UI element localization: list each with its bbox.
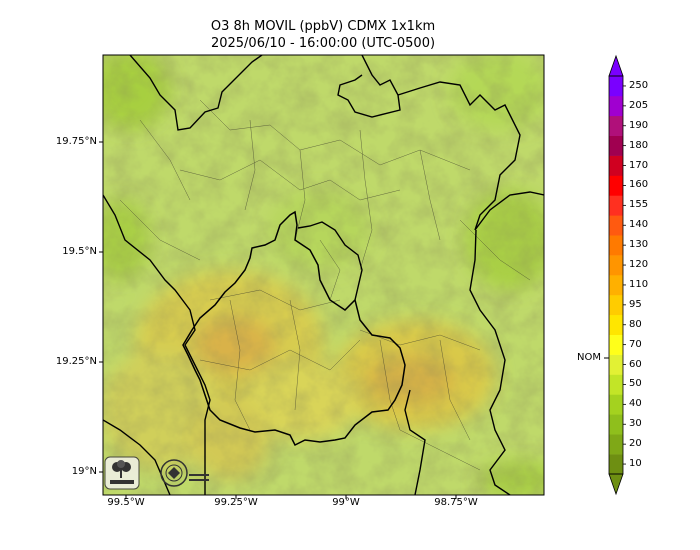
y-tick-label: 19.75°N: [55, 136, 97, 147]
colorbar-segment: [609, 275, 623, 296]
colorbar-segment: [609, 175, 623, 196]
x-tick-label: 98.75°W: [434, 497, 478, 508]
colorbar-label: 110: [629, 278, 649, 290]
colorbar-segment: [609, 374, 623, 395]
colorbar-segment: [609, 454, 623, 475]
colorbar-top-arrow: [608, 54, 624, 77]
x-tick-label: 99°W: [332, 497, 360, 508]
x-tick-label: 99.25°W: [214, 497, 258, 508]
colorbar-label: 130: [629, 239, 649, 251]
nom-label: NOM: [577, 352, 601, 363]
map-title: O3 8h MOVIL (ppbV) CDMX 1x1km: [210, 19, 436, 34]
colorbar-segment: [609, 354, 623, 375]
municipal-boundaries: [119, 99, 531, 471]
map-frame: [102, 54, 545, 496]
axis-ticks: [99, 141, 457, 499]
colorbar-segment: [609, 434, 623, 455]
cdmx-logo: [160, 459, 209, 487]
colorbar-segment: [609, 115, 623, 136]
colorbar-segment: [609, 294, 623, 316]
colorbar-segment: [609, 414, 623, 435]
colorbar-label: 60: [629, 358, 642, 370]
colorbar-label: 190: [629, 119, 649, 131]
colorbar-segment: [609, 195, 623, 216]
colorbar-segment: [609, 76, 623, 97]
x-tick-label: 99.5°W: [107, 497, 145, 508]
colorbar-segment: [609, 235, 623, 256]
colorbar-segments: [609, 76, 623, 475]
colorbar-label: 70: [629, 338, 642, 350]
colorbar-label: 140: [629, 219, 649, 231]
colorbar-ticks: [623, 85, 626, 465]
map-timestamp: 2025/06/10 - 16:00:00 (UTC-0500): [210, 36, 436, 51]
colorbar-segment: [609, 255, 623, 276]
y-tick-label: 19°N: [71, 466, 97, 477]
colorbar-segment: [609, 215, 623, 236]
colorbar-frame: [608, 75, 624, 475]
colorbar-label: 250: [629, 79, 649, 91]
sedema-logo: [104, 456, 140, 490]
colorbar-bottom-arrow: [608, 473, 624, 496]
colorbar-label: 180: [629, 139, 649, 151]
colorbar-segment: [609, 394, 623, 415]
colorbar-segment: [609, 135, 623, 156]
colorbar-label: 170: [629, 159, 649, 171]
colorbar-label: 160: [629, 179, 649, 191]
state-boundaries: [103, 55, 544, 495]
colorbar-label: 50: [629, 378, 642, 390]
colorbar-label: 10: [629, 458, 642, 470]
colorbar-segment: [609, 155, 623, 176]
y-tick-label: 19.5°N: [62, 246, 97, 257]
colorbar-label: 120: [629, 259, 649, 271]
colorbar-label: 30: [629, 418, 642, 430]
colorbar-label: 155: [629, 199, 649, 211]
colorbar-label: 205: [629, 99, 649, 111]
colorbar-segment: [609, 334, 623, 355]
cdmx-boundary: [182, 210, 406, 447]
state-boundary-east: [297, 221, 363, 301]
colorbar-segment: [609, 95, 623, 117]
y-tick-label: 19.25°N: [55, 356, 97, 367]
colorbar-label: 40: [629, 398, 642, 410]
terrain-relief: [103, 55, 544, 495]
colorbar-label: 95: [629, 298, 642, 310]
colorbar-segment: [609, 314, 623, 335]
colorbar-label: 80: [629, 318, 642, 330]
colorbar-label: 20: [629, 438, 642, 450]
